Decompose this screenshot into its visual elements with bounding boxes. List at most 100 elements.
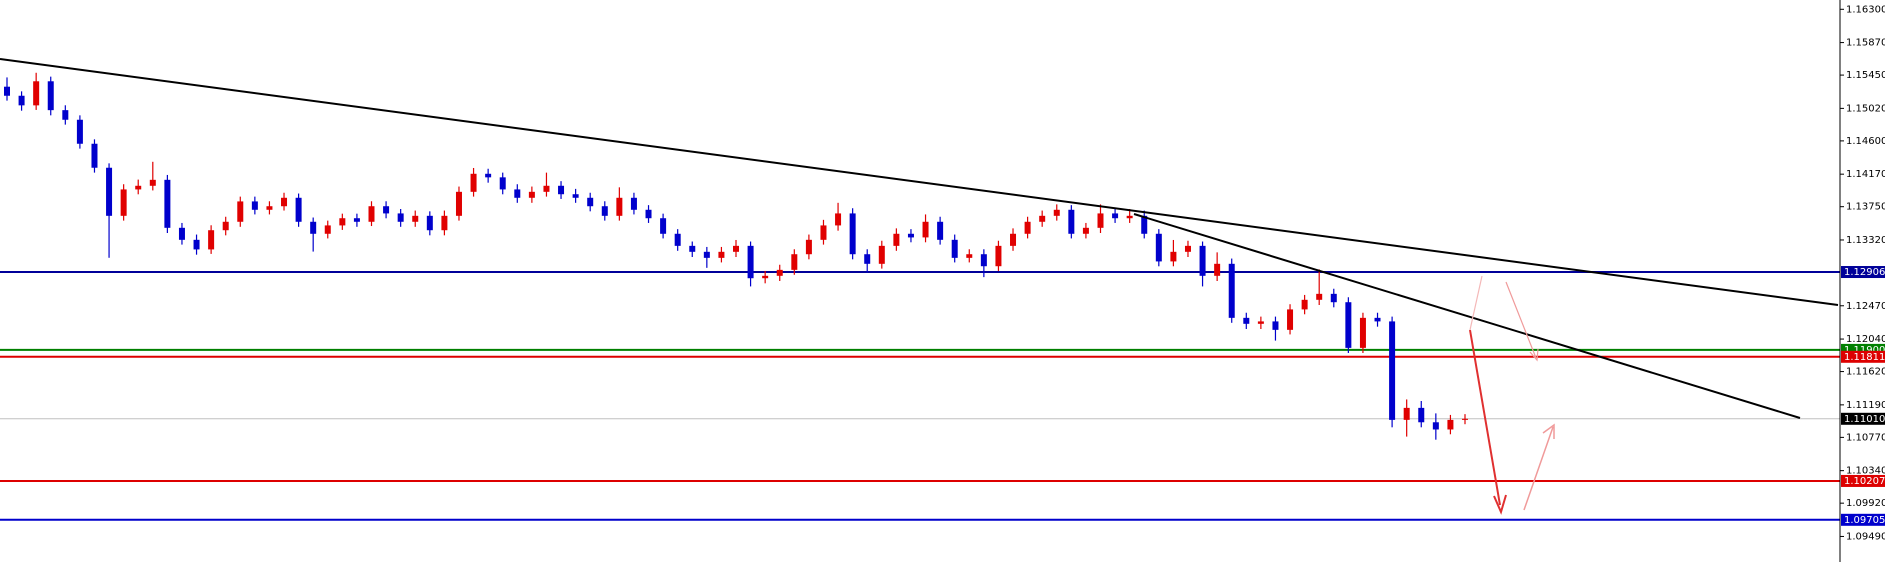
candle-body [1243, 317, 1250, 324]
candle-body [222, 221, 229, 231]
candle-body [1155, 233, 1162, 262]
price-level-label: 1.11811 [1844, 352, 1885, 363]
candle-body [835, 213, 842, 226]
candle-body [733, 245, 739, 252]
price-level-label: 1.09705 [1844, 515, 1885, 526]
candle-body [616, 197, 623, 216]
candle-body [849, 213, 856, 255]
candle-body [893, 233, 900, 246]
candle-body [922, 221, 929, 238]
candle-body [397, 213, 404, 222]
forecast-arrow [1523, 426, 1554, 511]
candle-body [120, 189, 127, 216]
candle-body [980, 254, 987, 267]
trend-line [1133, 213, 1801, 419]
candle-body [645, 209, 652, 219]
candle-body [499, 177, 506, 190]
candle-body [689, 245, 696, 252]
forecast-arrow [1505, 281, 1537, 359]
y-tick-label: 1.12470 [1846, 301, 1885, 312]
candle-body [1082, 227, 1089, 234]
y-tick-label: 1.11620 [1846, 367, 1885, 378]
forecast-arrow [1469, 329, 1501, 506]
candle-body [630, 197, 637, 210]
candle-body [747, 245, 754, 279]
candle-body [1199, 245, 1206, 276]
candle-body [1418, 407, 1425, 423]
y-tick-label: 1.12040 [1846, 334, 1885, 345]
candle-body [805, 239, 812, 255]
price-level-box [1841, 412, 1885, 425]
candle-body [558, 185, 565, 195]
candle-body [106, 167, 113, 216]
candle-body [1214, 263, 1221, 276]
arrow-head [1493, 494, 1507, 515]
candle-body [47, 81, 54, 111]
candle-body [383, 206, 390, 214]
candle-body [703, 251, 710, 258]
candle-body [587, 197, 594, 207]
candle-body [91, 143, 98, 168]
y-tick-label: 1.13320 [1846, 235, 1885, 246]
candle-body [353, 218, 360, 222]
candle-body [878, 245, 885, 264]
candle-body [426, 215, 433, 231]
candle-body [864, 254, 871, 264]
candle-body [266, 206, 273, 210]
price-level-box [1841, 350, 1885, 363]
y-tick-label: 1.15870 [1846, 38, 1885, 49]
candle-body [1345, 302, 1352, 348]
y-tick-label: 1.14600 [1846, 136, 1885, 147]
y-tick-label: 1.13750 [1846, 202, 1885, 213]
candle-body [1403, 407, 1410, 420]
candle-body [412, 215, 419, 222]
candle-body [1097, 213, 1104, 228]
price-level-label: 1.11900 [1844, 345, 1885, 356]
candle-body [572, 194, 579, 198]
candle-body [1039, 215, 1046, 222]
candle-body [762, 275, 769, 279]
candle-body [674, 233, 681, 246]
candle-body [208, 230, 215, 250]
candle-body [470, 173, 477, 192]
candle-body [1301, 299, 1308, 310]
candle-body [1068, 209, 1075, 234]
candle-body [135, 185, 142, 190]
candle-body [951, 239, 958, 258]
candle-body [1389, 321, 1396, 420]
candle-body [937, 221, 944, 240]
candle-body [1359, 317, 1366, 348]
candle-body [339, 218, 346, 226]
candle-body [966, 254, 973, 258]
candle-body [193, 239, 200, 250]
candle-body [1316, 293, 1323, 300]
candle-body [18, 95, 25, 106]
price-level-box [1841, 474, 1885, 487]
candle-body [251, 201, 258, 210]
candle-body [281, 197, 288, 207]
candle-body [1228, 263, 1235, 318]
price-axis-labels: 1.16300 1.15870 1.15450 1.15020 1.14600 1.141… [1840, 4, 1885, 542]
candle-body [441, 215, 448, 231]
trend-line [0, 58, 1839, 306]
candle-body [76, 119, 83, 144]
price-level-label: 1.11010 [1844, 414, 1885, 425]
candle-body [1462, 418, 1468, 420]
candle-body [4, 86, 10, 96]
y-tick-label: 1.10340 [1846, 466, 1885, 477]
candle-body [1053, 209, 1060, 216]
price-level-box [1841, 266, 1885, 279]
candle-body [1330, 293, 1337, 303]
candle-body [237, 201, 244, 222]
candle-body [1184, 245, 1191, 252]
candle-body [543, 185, 550, 192]
y-tick-label: 1.09920 [1846, 498, 1885, 509]
candle-body [310, 221, 317, 234]
candle-body [149, 179, 156, 186]
candle-body [528, 191, 535, 198]
price-level-box [1841, 513, 1885, 526]
arrow-head [1529, 348, 1539, 362]
candle-body [33, 81, 40, 106]
